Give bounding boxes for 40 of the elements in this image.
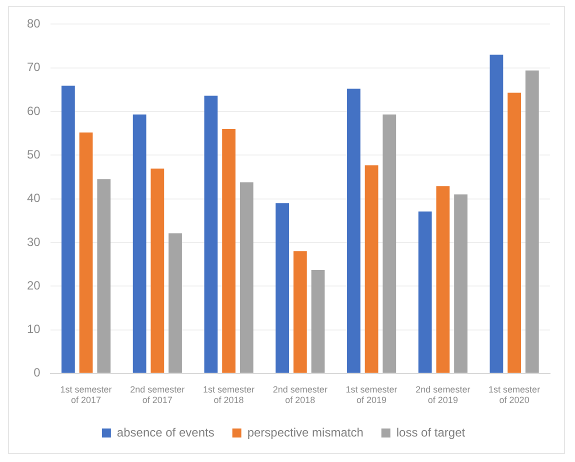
y-tick-label: 10 — [26, 322, 41, 336]
x-tick-label: 1st semester of 2019 — [346, 384, 398, 406]
legend-label: loss of target — [396, 425, 466, 440]
x-tick-label: 1st semester of 2020 — [488, 384, 540, 406]
bar — [382, 114, 396, 373]
x-tick-label: 2nd semester of 2017 — [130, 384, 185, 406]
y-tick-label: 20 — [26, 278, 41, 292]
bar — [347, 88, 360, 373]
bar — [436, 186, 450, 373]
bar — [62, 86, 75, 373]
x-tick-label: 1st semester of 2017 — [60, 384, 112, 406]
bar — [97, 179, 111, 373]
y-tick-label: 40 — [26, 191, 41, 206]
x-tick-label: 2nd semester of 2019 — [416, 384, 470, 406]
bar — [204, 96, 218, 373]
y-tick-label: 70 — [26, 60, 41, 74]
bar — [293, 251, 307, 373]
y-tick-label: 50 — [26, 147, 41, 162]
bar — [222, 128, 236, 373]
bar — [132, 114, 146, 373]
y-tick-label: 0 — [34, 366, 41, 380]
bar — [240, 182, 254, 373]
bar — [490, 54, 504, 373]
x-tick-label: 2nd semester of 2018 — [272, 384, 328, 406]
x-tick-label: 1st semester of 2018 — [203, 384, 255, 406]
bar — [364, 165, 378, 373]
bar — [508, 92, 522, 373]
y-tick-label: 30 — [26, 234, 41, 249]
bar — [168, 233, 182, 373]
legend-label: absence of events — [116, 425, 214, 440]
bar — [79, 132, 93, 373]
bar — [418, 211, 432, 373]
bar — [311, 270, 325, 373]
y-tick-label: 60 — [26, 104, 41, 118]
y-tick-label: 80 — [26, 16, 41, 31]
legend-label: perspective mismatch — [247, 425, 364, 440]
bar — [525, 70, 539, 373]
bar — [454, 194, 468, 373]
bar — [276, 203, 290, 373]
bar — [150, 168, 164, 373]
